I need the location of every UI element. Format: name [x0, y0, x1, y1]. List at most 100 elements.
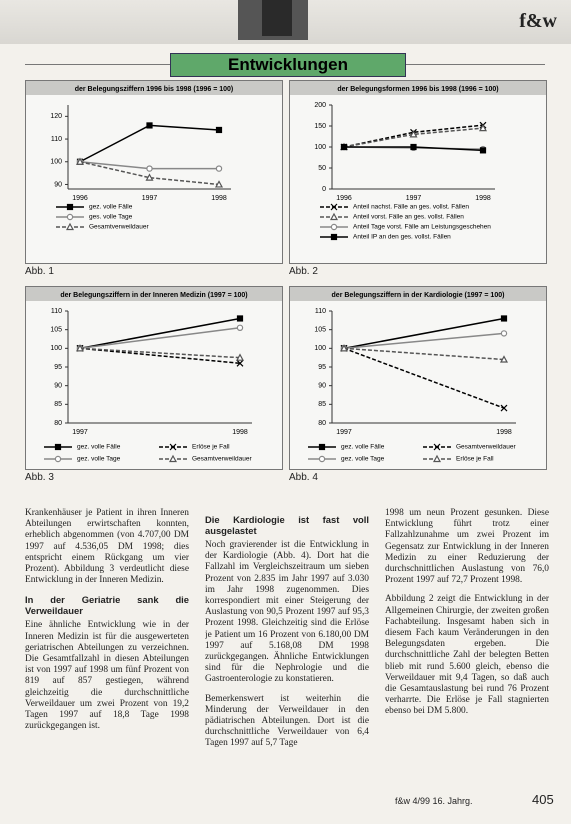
caption: Abb. 4 [289, 472, 318, 483]
marker [330, 223, 338, 231]
x-tick-label: 1998 [475, 195, 491, 202]
series-line [79, 124, 220, 163]
marker [215, 165, 223, 172]
marker [235, 353, 245, 361]
marker [54, 443, 62, 451]
marker [236, 359, 244, 367]
marker [236, 315, 244, 322]
marker [433, 443, 441, 451]
title-bar [290, 287, 546, 301]
y-tick-label: 90 [318, 383, 326, 390]
marker [65, 222, 75, 231]
paragraph: Bemerkenswert ist weiterhin die Minderun… [205, 693, 369, 749]
legend-label: Gesamtverweildauer [89, 224, 149, 231]
series-line [343, 317, 505, 350]
chart: der Belegungsziffern in der Kardiologie … [290, 287, 546, 463]
marker [54, 455, 62, 463]
series-line [79, 161, 220, 186]
logo-graphic [262, 0, 292, 36]
legend-label: Anteil IP an den ges. vollst. Fällen [353, 234, 451, 241]
marker [146, 165, 153, 172]
y-tick-label: 90 [54, 383, 62, 390]
paragraph: Krankenhäuser je Patient in ihren Innere… [25, 508, 189, 586]
marker [339, 344, 349, 352]
y-tick-label: 95 [54, 364, 62, 371]
marker [432, 454, 442, 463]
x-tick-label: 1998 [211, 195, 227, 202]
chart-title: der Belegungsziffern in der Kardiologie … [332, 292, 505, 299]
legend-label: Erlöse je Fall [456, 456, 494, 463]
x-tick-label: 1997 [72, 429, 88, 436]
legend-label: Anteil Tage vorst. Fälle am Leistungsges… [353, 224, 491, 231]
y-tick-label: 0 [322, 186, 326, 193]
subheading: In der Geriatrie sank die Verweildauer [25, 594, 189, 617]
title-bar [26, 287, 282, 301]
legend-label: gez. volle Tage [77, 456, 121, 463]
legend-label: Anteil nachst. Fälle an ges. vollst. Fäl… [353, 204, 469, 211]
marker [75, 344, 85, 352]
y-tick-label: 120 [50, 113, 62, 120]
paragraph: Eine ähnliche Entwicklung wie in der Inn… [25, 620, 189, 732]
y-tick-label: 85 [318, 401, 326, 408]
x-tick-label: 1997 [142, 195, 158, 202]
chart-box: der Belegungsziffern 1996 bis 1998 (1996… [25, 80, 283, 264]
marker [329, 212, 339, 221]
series-line [79, 347, 241, 365]
chart-title: der Belegungsziffern in der Inneren Medi… [60, 292, 247, 299]
x-tick-label: 1998 [232, 429, 248, 436]
chart: der Belegungsziffern 1996 bis 1998 (1996… [26, 81, 282, 231]
text-column: Krankenhäuser je Patient in ihren Innere… [25, 508, 189, 793]
legend-label: Anteil vorst. Fälle an ges. vollst. Fäll… [353, 214, 464, 221]
legend-label: gez. volle Tage [341, 456, 385, 463]
footer-issue: f&w 4/99 16. Jahrg. [395, 796, 473, 806]
marker [75, 157, 85, 165]
marker [215, 126, 223, 134]
chart: der Belegungsformen 1996 bis 1998 (1996 … [290, 81, 546, 241]
marker [66, 203, 74, 211]
text-column: 1998 um neun Prozent gesunken. Diese Ent… [385, 508, 549, 793]
series-line [79, 317, 241, 350]
section-title: Entwicklungen [170, 53, 406, 77]
y-tick-label: 110 [51, 136, 62, 143]
legend-label: Gesamtverweildauer [456, 444, 516, 451]
y-tick-label: 100 [314, 345, 326, 352]
marker [479, 147, 487, 154]
series-line [343, 332, 505, 350]
marker [318, 443, 326, 451]
series-line [343, 347, 505, 409]
logo: f&w [519, 10, 557, 32]
y-tick-label: 110 [315, 308, 326, 315]
y-tick-label: 110 [51, 308, 62, 315]
y-tick-label: 100 [314, 144, 326, 151]
y-tick-label: 95 [318, 364, 326, 371]
y-tick-label: 105 [50, 327, 62, 334]
marker [330, 203, 338, 211]
caption: Abb. 1 [25, 266, 54, 277]
marker [478, 123, 488, 132]
chart-title: der Belegungsformen 1996 bis 1998 (1996 … [337, 86, 498, 93]
marker [340, 143, 348, 151]
title-bar [26, 81, 282, 95]
y-tick-label: 80 [54, 420, 62, 427]
y-tick-label: 50 [318, 165, 326, 172]
text-column: Die Kardiologie ist fast voll ausgelaste… [205, 508, 369, 793]
chart-box: der Belegungsziffern in der Kardiologie … [289, 286, 547, 470]
marker [318, 455, 326, 463]
caption: Abb. 3 [25, 472, 54, 483]
y-tick-label: 105 [314, 327, 326, 334]
marker [500, 315, 508, 322]
marker [410, 143, 417, 151]
series-line [343, 347, 505, 361]
series-line [343, 124, 484, 148]
subheading: Die Kardiologie ist fast voll ausgelaste… [205, 514, 369, 536]
marker [236, 324, 244, 332]
y-tick-label: 90 [54, 181, 62, 188]
x-tick-label: 1996 [336, 195, 352, 202]
x-tick-label: 1998 [496, 429, 512, 436]
marker [66, 213, 74, 221]
x-tick-label: 1997 [336, 429, 352, 436]
legend-label: gez. volle Fälle [89, 204, 133, 211]
y-tick-label: 200 [314, 102, 326, 109]
paragraph: Noch gravierender ist die Entwicklung in… [205, 540, 369, 685]
